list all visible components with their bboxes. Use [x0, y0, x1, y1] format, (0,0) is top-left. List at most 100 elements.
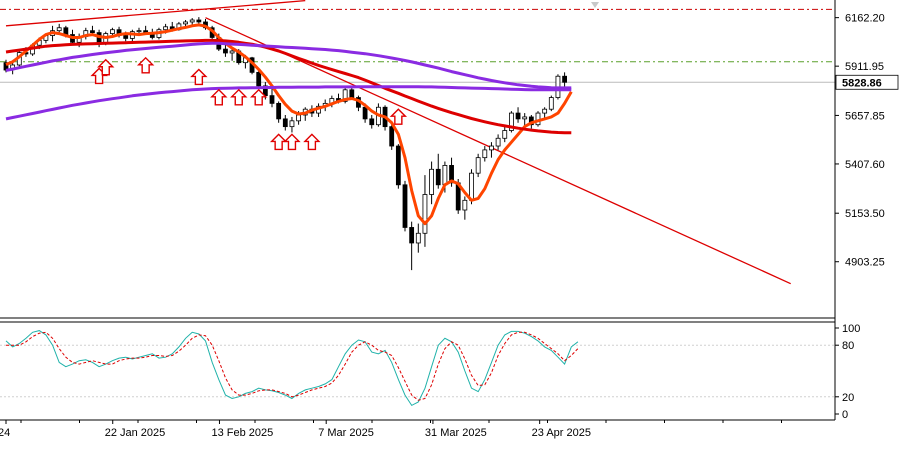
candle-body — [515, 112, 521, 120]
trendline-1 — [5, 0, 306, 27]
candle-body — [435, 168, 441, 186]
candle-body — [256, 71, 262, 87]
candle-body — [56, 27, 62, 32]
up-arrow-icon — [97, 58, 115, 76]
candle — [515, 107, 521, 123]
time-tick-label: 31 Mar 2025 — [425, 427, 487, 439]
candle-body — [449, 165, 454, 184]
candle-body — [196, 19, 202, 23]
candle — [282, 115, 288, 131]
price-tick-label: 5911.95 — [845, 61, 884, 73]
candle — [462, 196, 468, 220]
candle-body — [395, 145, 401, 186]
candle — [395, 144, 401, 189]
price-tick-label: 5153.50 — [845, 208, 885, 220]
candle — [548, 95, 554, 112]
time-tick-label: 23 Apr 2025 — [532, 427, 591, 439]
candle — [562, 72, 567, 88]
candle — [435, 153, 441, 189]
current-price-box — [835, 74, 899, 90]
candle-body — [123, 35, 129, 39]
candle-body — [482, 149, 488, 159]
candle — [196, 17, 202, 24]
scroll-marker-icon — [591, 2, 599, 8]
candle — [389, 122, 395, 150]
candle-body — [489, 145, 494, 151]
candle-body — [90, 30, 95, 34]
moving-averages — [5, 23, 573, 226]
candle — [422, 175, 428, 247]
price-tick-label: 5407.60 — [845, 159, 885, 171]
candle-body — [369, 118, 375, 126]
price-tick-label: 4903.25 — [845, 257, 885, 269]
moving-average-3 — [5, 85, 572, 121]
candle-body — [409, 227, 415, 244]
candle-body — [462, 199, 468, 211]
candle — [482, 146, 488, 162]
osc-tick-label: 20 — [842, 392, 854, 404]
candle-body — [562, 75, 567, 83]
candle — [409, 221, 415, 271]
candle-body — [542, 108, 548, 114]
candle-body — [495, 137, 501, 147]
candle — [522, 113, 528, 127]
candle-body — [163, 26, 169, 31]
axes-frame — [0, 0, 836, 421]
up-arrow-icon — [210, 88, 228, 106]
oscillator-line-1 — [6, 331, 579, 401]
candle-body — [269, 95, 275, 104]
moving-average-1 — [5, 38, 572, 135]
candle-body — [223, 48, 228, 54]
moving-average-0 — [5, 23, 573, 226]
candle — [542, 107, 548, 119]
candle — [415, 223, 421, 253]
time-tick-label: 7 Mar 2025 — [318, 427, 374, 439]
up-arrow-icon — [190, 68, 208, 86]
candle — [256, 68, 262, 88]
candle-body — [502, 130, 508, 139]
candle — [508, 111, 514, 133]
candle-body — [469, 172, 474, 201]
osc-tick-label: 100 — [842, 323, 860, 335]
candle-body — [422, 194, 428, 234]
oscillator-line-0 — [5, 330, 579, 407]
up-arrow-icon — [389, 108, 408, 125]
candle-body — [362, 106, 368, 120]
moving-average-2 — [5, 41, 572, 90]
up-arrow-icon — [230, 88, 248, 106]
candle-body — [475, 157, 481, 174]
trendline-0 — [205, 17, 791, 285]
candle — [56, 23, 62, 34]
candle-body — [282, 118, 288, 128]
candle — [276, 101, 282, 123]
candle-body — [415, 232, 421, 244]
candle-body — [189, 19, 195, 23]
candle-body — [229, 50, 235, 54]
price-tick-label: 6162.20 — [845, 13, 885, 25]
candle-body — [110, 29, 115, 34]
candle — [269, 87, 275, 108]
candle-body — [63, 27, 69, 35]
candle-body — [429, 168, 435, 195]
candle — [489, 142, 494, 158]
candle-body — [548, 97, 554, 110]
current-price-label: 5828.86 — [842, 77, 882, 89]
horizontal-levels — [0, 8, 835, 83]
candle-body — [296, 114, 302, 122]
candle — [369, 115, 375, 129]
time-tick-label: 13 Feb 2025 — [211, 427, 273, 439]
time-tick-label: 24 — [0, 427, 10, 439]
candle-body — [183, 21, 188, 25]
signal-arrows — [90, 56, 408, 151]
osc-tick-label: 80 — [842, 340, 854, 352]
trendlines — [5, 0, 791, 285]
candle — [289, 116, 295, 133]
candle — [402, 180, 408, 232]
time-tick-label: 22 Jan 2025 — [105, 427, 166, 439]
candle-body — [522, 116, 528, 120]
up-arrow-icon — [283, 133, 301, 151]
candle — [495, 134, 501, 150]
candle-body — [276, 102, 282, 120]
candle-body — [289, 120, 295, 128]
